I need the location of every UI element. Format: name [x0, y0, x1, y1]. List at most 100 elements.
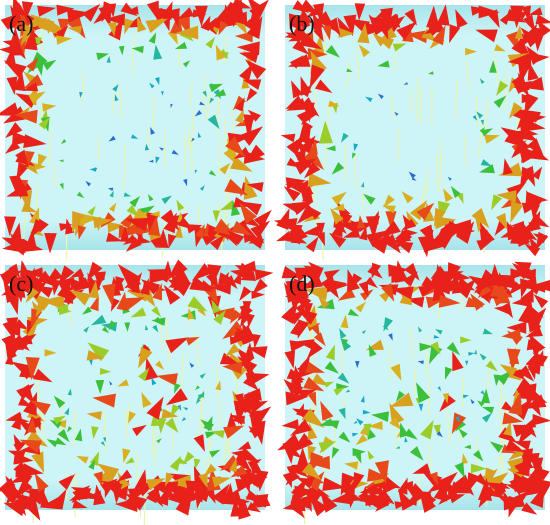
vector-arrow: [79, 91, 83, 98]
vector-arrow: [5, 342, 17, 361]
vector-arrow: [313, 27, 324, 43]
streak: [135, 450, 139, 487]
vector-arrow: [314, 79, 333, 93]
vector-arrow: [446, 342, 461, 356]
streak: [166, 318, 170, 362]
streak: [81, 70, 85, 105]
vector-arrow: [30, 270, 40, 286]
vector-arrow: [37, 5, 57, 17]
vector-arrow: [515, 467, 530, 477]
vector-arrow: [107, 221, 126, 233]
vector-arrow: [383, 194, 395, 208]
vector-arrow: [205, 36, 216, 49]
vector-arrow: [76, 455, 89, 464]
streak: [426, 336, 429, 377]
vector-arrow: [365, 276, 378, 289]
vector-arrow: [98, 4, 112, 28]
vector-arrow: [125, 217, 149, 232]
vector-arrow: [251, 278, 268, 295]
vector-arrow: [194, 110, 202, 117]
vector-arrow: [273, 218, 298, 232]
vector-arrow: [301, 462, 322, 481]
vector-arrow: [253, 470, 268, 485]
vector-arrow: [206, 229, 220, 246]
vector-arrow: [64, 407, 70, 416]
vector-arrow: [42, 103, 57, 112]
streak: [47, 125, 52, 169]
vector-arrow: [470, 398, 475, 404]
vector-arrow: [167, 259, 188, 280]
vector-arrow: [44, 349, 57, 357]
vector-arrow: [96, 463, 120, 481]
vector-arrow: [72, 499, 88, 509]
vector-arrow: [288, 13, 299, 30]
vector-arrow: [452, 351, 464, 372]
vector-arrow: [338, 407, 346, 420]
vector-arrow: [299, 0, 319, 15]
vector-arrow: [175, 25, 199, 40]
vector-arrow: [108, 135, 116, 142]
vector-arrow: [23, 74, 44, 89]
vector-arrow: [534, 53, 550, 63]
streak: [187, 125, 190, 152]
vector-arrow: [235, 327, 252, 345]
vector-arrow: [0, 102, 20, 116]
vector-arrow: [530, 402, 541, 417]
vector-arrow: [246, 88, 258, 102]
streak: [425, 168, 430, 193]
vector-arrow: [165, 417, 179, 433]
vector-arrow: [155, 77, 160, 86]
vector-arrow: [344, 479, 355, 497]
vector-arrow: [473, 450, 484, 462]
vector-arrow: [155, 360, 165, 370]
streak: [97, 133, 100, 160]
vector-arrow: [525, 326, 543, 338]
vector-arrow: [518, 365, 535, 382]
vector-arrow: [395, 446, 401, 449]
vector-arrow: [0, 45, 16, 56]
vector-arrow: [53, 415, 66, 425]
vector-arrow: [88, 280, 100, 299]
vector-arrow: [56, 4, 75, 16]
vector-arrow: [496, 212, 508, 231]
vector-arrow: [361, 181, 365, 188]
vector-arrow: [202, 90, 207, 98]
vector-arrow: [246, 182, 264, 192]
vector-arrow: [358, 44, 371, 58]
vector-arrow: [106, 232, 123, 242]
vector-arrow: [283, 379, 300, 395]
vector-arrow: [26, 162, 39, 175]
vector-arrow: [494, 44, 506, 52]
vector-arrow: [249, 413, 262, 431]
vector-arrow: [337, 372, 350, 384]
vector-arrow: [147, 215, 160, 237]
vector-arrow: [381, 283, 395, 302]
vector-arrow: [302, 302, 313, 320]
vector-arrow: [146, 0, 159, 22]
vector-arrow: [496, 495, 516, 508]
streak: [41, 25, 44, 52]
vector-arrow: [125, 457, 135, 464]
streak: [73, 410, 76, 448]
streak: [118, 85, 123, 120]
vector-arrow: [92, 216, 113, 229]
vector-arrow: [252, 334, 261, 349]
vector-arrow: [457, 278, 477, 299]
vector-arrow: [305, 361, 325, 373]
streak: [459, 291, 463, 313]
vector-arrow: [155, 156, 160, 164]
vector-arrow: [522, 14, 536, 33]
vector-arrow: [282, 472, 292, 489]
vector-arrow: [526, 190, 536, 208]
vector-arrow: [220, 455, 240, 471]
vector-arrow: [458, 428, 468, 438]
vector-arrow: [297, 319, 310, 339]
vector-arrow: [78, 269, 88, 285]
vector-arrow: [353, 420, 358, 424]
vector-arrow: [404, 262, 420, 281]
vector-arrow: [339, 328, 347, 339]
vector-arrow: [30, 14, 53, 28]
vector-arrow: [292, 39, 310, 55]
vector-arrow: [450, 186, 461, 198]
vector-arrow: [54, 437, 67, 446]
